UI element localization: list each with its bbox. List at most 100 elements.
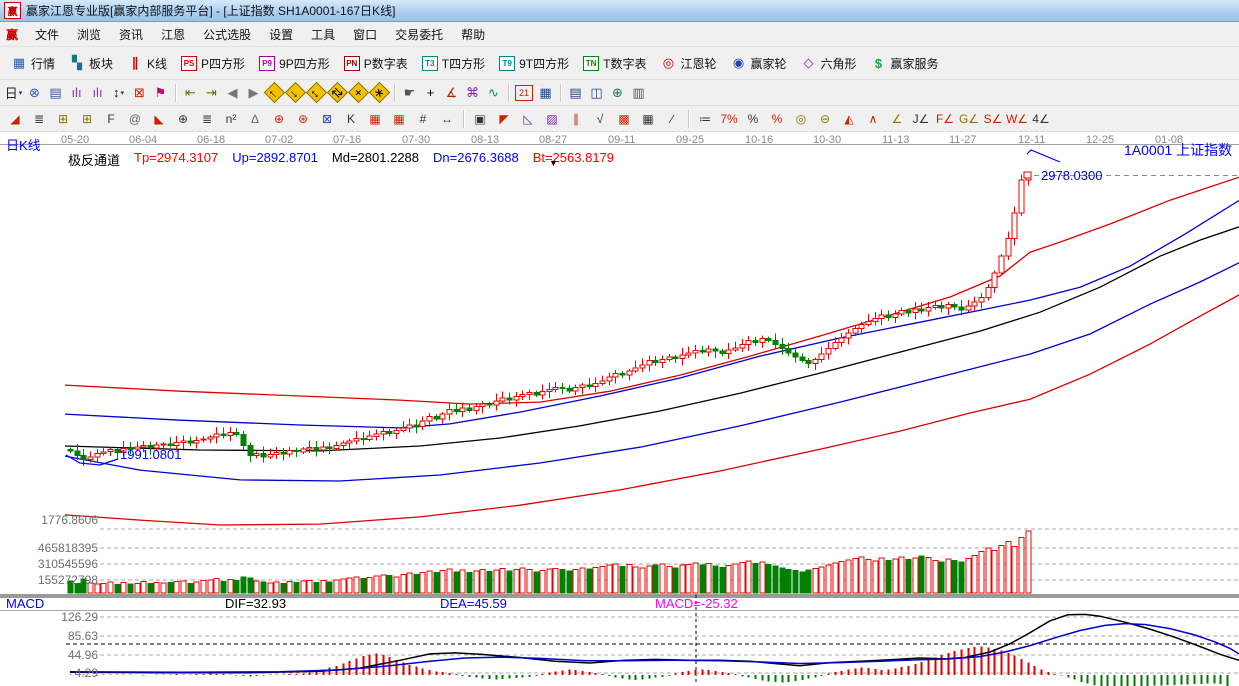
- box-select-tool[interactable]: ▣: [474, 111, 486, 126]
- s-angle-tool[interactable]: S∠: [983, 111, 1003, 126]
- wave-ab-tool[interactable]: ∧: [868, 111, 878, 126]
- pen-tool[interactable]: ◢: [10, 111, 20, 126]
- nav-last-button[interactable]: ⇥: [206, 84, 217, 100]
- marker-pen-tool[interactable]: ◣: [154, 111, 164, 126]
- shade-box-tool[interactable]: ▨: [546, 111, 558, 126]
- candle-style-dropdown[interactable]: ↕ ▾: [112, 85, 124, 100]
- nav-prev-button[interactable]: ◀: [227, 84, 238, 100]
- diamond-right-button[interactable]: →: [284, 81, 307, 104]
- diamond-hjoin-button[interactable]: ⇄: [326, 81, 349, 104]
- window-title-bar[interactable]: 赢 赢家江恩专业版[赢家内部服务平台] - [上证指数 SH1A0001-167…: [0, 0, 1239, 22]
- diamond-left-button[interactable]: ←: [263, 81, 286, 104]
- 9p-square-button[interactable]: P9 9P四方形: [252, 52, 337, 75]
- board-list-tool[interactable]: ▤: [49, 84, 62, 100]
- mask-tool[interactable]: ⊗: [29, 84, 40, 100]
- gann-circle-tool[interactable]: ⊕: [177, 111, 189, 126]
- diamond-hspread-button[interactable]: ↔: [305, 81, 328, 104]
- indicator-name[interactable]: 极反通道: [68, 153, 121, 168]
- diamond-expand-button[interactable]: +: [347, 81, 370, 104]
- winner-wheel-button[interactable]: ◉ 赢家轮: [723, 52, 793, 75]
- ray-tool[interactable]: ∥: [573, 111, 579, 126]
- chart-area[interactable]: 日K线 05-20 06-04 06-18 07-02 07-16 07-30 08-13 0…: [0, 132, 1239, 686]
- gann-tool[interactable]: ⌘: [466, 84, 479, 100]
- time-grid-tool[interactable]: ≣: [201, 111, 213, 126]
- square-web-tool[interactable]: ⊠: [321, 111, 333, 126]
- menu-资讯[interactable]: 资讯: [119, 27, 144, 42]
- report-button[interactable]: ▤: [569, 84, 582, 100]
- p-number-table-button[interactable]: PN P数字表: [337, 52, 415, 75]
- menu-窗口[interactable]: 窗口: [353, 27, 378, 42]
- crosshair-tool[interactable]: +: [426, 85, 435, 100]
- menu-文件[interactable]: 文件: [35, 27, 60, 42]
- hand-tool[interactable]: ☛: [403, 84, 416, 100]
- menu-工具[interactable]: 工具: [311, 27, 336, 42]
- target-circle-tool[interactable]: ⊕: [273, 111, 285, 126]
- winner-service-button[interactable]: $ 赢家服务: [864, 52, 946, 75]
- save-button[interactable]: ◫: [590, 84, 603, 100]
- menu-交易委托[interactable]: 交易委托: [395, 27, 444, 42]
- chart-9-tool[interactable]: ılı: [92, 85, 103, 100]
- calendar-button[interactable]: 21: [515, 84, 533, 101]
- golden-circle-tool[interactable]: ◎: [795, 111, 807, 126]
- diamond-full-button[interactable]: ∗: [368, 81, 391, 104]
- measure-angle-tool[interactable]: ∡: [445, 84, 458, 100]
- flag-tool[interactable]: ⚑: [154, 84, 167, 100]
- golden-grid2-tool[interactable]: ⊞: [81, 111, 93, 126]
- g-angle-tool[interactable]: G∠: [958, 111, 980, 126]
- percent-tool[interactable]: %: [747, 111, 759, 126]
- quotes-button[interactable]: ▦ 行情: [4, 52, 62, 75]
- shen-grid-tool[interactable]: ▦: [369, 111, 381, 126]
- kline-chart-canvas[interactable]: [0, 132, 1239, 686]
- flag-pen-tool[interactable]: ◭: [844, 111, 854, 126]
- nav-next-button[interactable]: ▶: [248, 84, 259, 100]
- slash-tool[interactable]: ∕: [670, 111, 673, 126]
- win-grid-tool[interactable]: ▦: [393, 111, 405, 126]
- menu-设置[interactable]: 设置: [269, 27, 294, 42]
- export-button[interactable]: ⊕: [612, 84, 623, 100]
- n-square-tool[interactable]: n²: [225, 111, 237, 126]
- fibonacci-grid-tool[interactable]: F: [107, 111, 115, 126]
- check-wave-tool[interactable]: √: [596, 111, 604, 126]
- web-tool[interactable]: ⊛: [297, 111, 309, 126]
- f-angle-tool[interactable]: F∠: [935, 111, 955, 126]
- menu-浏览[interactable]: 浏览: [77, 27, 102, 42]
- nav-first-button[interactable]: ⇤: [185, 84, 196, 100]
- period-label[interactable]: 日K线: [6, 138, 41, 153]
- chart-3-tool[interactable]: ılı: [71, 85, 82, 100]
- kline-style-dropdown[interactable]: 日 ▾: [4, 86, 23, 101]
- golden-grid-tool[interactable]: ⊞: [57, 111, 69, 126]
- hexagon-button[interactable]: ◇ 六角形: [794, 52, 864, 75]
- menu-江恩[interactable]: 江恩: [161, 27, 186, 42]
- dense-grid-tool[interactable]: ▩: [618, 111, 630, 126]
- number-grid-tool[interactable]: #: [419, 111, 427, 126]
- spiral-tool[interactable]: @: [128, 111, 142, 126]
- four-angle-tool[interactable]: 4∠: [1032, 111, 1050, 126]
- macd-indicator-name[interactable]: MACD: [6, 596, 45, 611]
- golden-line-tool[interactable]: ⊖: [819, 111, 831, 126]
- kline-button[interactable]: ∥ K线: [120, 52, 174, 75]
- sectors-button[interactable]: ▚ 板块: [62, 52, 120, 75]
- calculator-button[interactable]: ▦: [539, 84, 552, 100]
- percent7-tool[interactable]: 7%: [720, 111, 738, 126]
- symbol-label[interactable]: 1A0001 上证指数: [1124, 142, 1233, 158]
- print-button[interactable]: ▥: [632, 84, 645, 100]
- w-angle-tool[interactable]: W∠: [1005, 111, 1029, 126]
- p-square-button[interactable]: PS P四方形: [174, 52, 252, 75]
- golden-angle-tool[interactable]: ∠: [891, 111, 903, 126]
- percent-line-tool[interactable]: %: [771, 111, 783, 126]
- h-expand-tool[interactable]: ↔: [441, 111, 453, 126]
- menu-公式选股[interactable]: 公式选股: [203, 27, 252, 42]
- box-fan-tool[interactable]: ◺: [523, 111, 533, 126]
- stock-pick-tool[interactable]: ⊠: [134, 84, 145, 100]
- gann-wheel-button[interactable]: ◎ 江恩轮: [653, 52, 723, 75]
- volume-profile-tool[interactable]: ≔: [699, 111, 711, 126]
- t-number-table-button[interactable]: TN T数字表: [576, 52, 653, 75]
- t-square-button[interactable]: T3 T四方形: [415, 52, 492, 75]
- wave-tool[interactable]: ∿: [488, 84, 499, 100]
- j-angle-tool[interactable]: J∠: [912, 111, 930, 126]
- menu-帮助[interactable]: 帮助: [461, 27, 486, 42]
- quote-tool[interactable]: K: [346, 111, 355, 126]
- 9t-square-button[interactable]: T9 9T四方形: [492, 52, 576, 75]
- ray-fan-tool[interactable]: ◤: [499, 111, 509, 126]
- angle-ruler-tool[interactable]: ∆: [251, 111, 259, 126]
